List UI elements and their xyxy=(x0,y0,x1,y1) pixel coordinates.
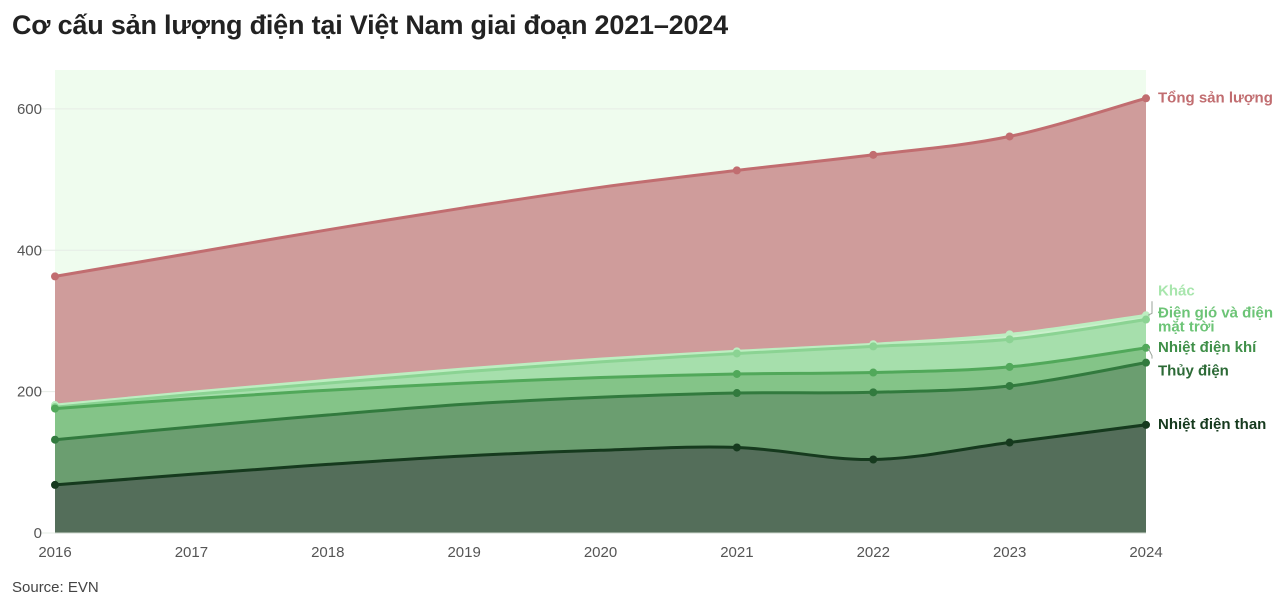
series-label-Tổng sản lượng: Tổng sản lượng xyxy=(1158,89,1273,106)
series-line-Nhiệt điện than xyxy=(54,423,1147,487)
data-point-Nhiệt điện than-2022 xyxy=(869,455,878,464)
series-label-line: Nhiệt điện khí xyxy=(1158,339,1257,356)
x-tick-label: 2019 xyxy=(447,544,480,561)
data-point-Thủy điện-2023 xyxy=(1005,381,1014,390)
data-point-Thủy điện-2022 xyxy=(869,388,878,397)
data-point-Nhiệt điện than-2023 xyxy=(1005,438,1014,447)
data-point-Tổng sản lượng-2024 xyxy=(1142,94,1150,103)
series-label-line: Thủy điện xyxy=(1158,363,1229,380)
x-tick-label: 2023 xyxy=(993,544,1026,561)
data-point-Nhiệt điện khí-2021 xyxy=(732,369,741,378)
data-point-Tổng sản lượng-2022 xyxy=(869,150,878,159)
label-connector xyxy=(1147,301,1153,359)
data-point-Thủy điện-2016 xyxy=(51,435,59,444)
data-point-Thủy điện-2021 xyxy=(732,389,741,398)
x-tick-label: 2016 xyxy=(38,544,71,561)
data-point-Nhiệt điện khí-2024 xyxy=(1142,343,1150,352)
data-point-Nhiệt điện khí-2023 xyxy=(1005,362,1014,371)
x-tick-label: 2017 xyxy=(175,544,208,561)
x-tick-label: 2018 xyxy=(311,544,344,561)
series-label-line: Nhiệt điện than xyxy=(1158,416,1266,433)
data-point-Nhiệt điện than-2016 xyxy=(51,480,59,489)
series-label-line: Khác xyxy=(1158,282,1195,299)
x-tick-label: 2022 xyxy=(857,544,890,561)
series-label-Nhiệt điện than: Nhiệt điện than xyxy=(1158,416,1266,433)
data-point-Điện gió và điện mặt trời-2021 xyxy=(732,349,741,358)
series-line-Khác xyxy=(54,313,1147,407)
data-point-Điện gió và điện mặt trời-2023 xyxy=(1005,335,1014,344)
data-point-Tổng sản lượng-2021 xyxy=(732,166,741,175)
x-tick-label: 2020 xyxy=(584,544,617,561)
series-label-Thủy điện: Thủy điện xyxy=(1158,363,1229,380)
data-point-Điện gió và điện mặt trời-2024 xyxy=(1142,315,1150,324)
series-label-Nhiệt điện khí: Nhiệt điện khí xyxy=(1158,339,1257,356)
x-tick-label: 2024 xyxy=(1129,544,1162,561)
series-label-Khác: Khác xyxy=(1158,282,1195,299)
chart-title: Cơ cấu sản lượng điện tại Việt Nam giai … xyxy=(12,10,728,40)
y-tick-label: 200 xyxy=(17,384,42,401)
series-line-Thủy điện xyxy=(54,361,1147,442)
data-point-Nhiệt điện khí-2016 xyxy=(51,404,59,413)
data-point-Nhiệt điện than-2024 xyxy=(1142,420,1150,429)
source-note: Source: EVN xyxy=(12,579,99,596)
y-tick-label: 0 xyxy=(34,525,42,542)
data-point-Điện gió và điện mặt trời-2022 xyxy=(869,342,878,351)
series-label-line: mặt trời xyxy=(1158,319,1215,336)
series-line-Điện gió và điện mặt trời xyxy=(54,318,1147,409)
data-point-Tổng sản lượng-2016 xyxy=(51,272,59,281)
data-point-Thủy điện-2024 xyxy=(1142,358,1150,367)
data-point-Nhiệt điện khí-2022 xyxy=(869,368,878,377)
x-tick-label: 2021 xyxy=(720,544,753,561)
y-tick-label: 600 xyxy=(17,101,42,118)
data-point-Tổng sản lượng-2023 xyxy=(1005,132,1014,141)
series-line-Tổng sản lượng xyxy=(54,96,1147,278)
series-line-Nhiệt điện khí xyxy=(54,346,1147,411)
series-label-line: Điện gió và điện xyxy=(1158,305,1273,322)
area-Nhiệt điện than xyxy=(55,424,1146,533)
y-tick-label: 400 xyxy=(17,242,42,259)
series-label-line: Tổng sản lượng xyxy=(1158,89,1273,106)
series-label-Điện gió và điện mặt trời: Điện gió và điện mặt trời xyxy=(1158,305,1273,336)
data-point-Nhiệt điện than-2021 xyxy=(732,443,741,452)
